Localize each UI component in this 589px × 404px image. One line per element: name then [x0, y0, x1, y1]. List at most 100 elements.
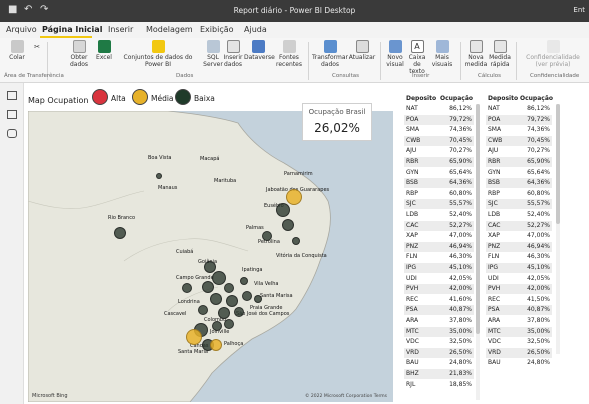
- table-row[interactable]: RBR 65,90%: [486, 157, 552, 167]
- sql-server-button[interactable]: SQL Server: [202, 40, 224, 68]
- refresh-button[interactable]: Atualizar: [348, 40, 376, 61]
- table-row[interactable]: PNZ 46,94%: [486, 241, 552, 252]
- bubble-baixa[interactable]: [282, 219, 294, 231]
- bubble-media[interactable]: [210, 339, 222, 351]
- table-row[interactable]: BAU 24,80%: [486, 358, 552, 368]
- bubble-baixa[interactable]: [212, 271, 226, 285]
- tab-inserir[interactable]: Inserir: [108, 25, 134, 34]
- map-visual[interactable]: Boa Vista Macapá Manaus Marituba Parnami…: [28, 111, 393, 402]
- data-view-icon[interactable]: [7, 110, 17, 119]
- table-row[interactable]: BSB 64,36%: [404, 178, 474, 189]
- table-row[interactable]: MTC 35,00%: [486, 326, 552, 337]
- get-data-button[interactable]: Obter dados: [66, 40, 92, 68]
- table-row[interactable]: NAT 86,12%: [404, 104, 474, 114]
- bubble-baixa[interactable]: [182, 283, 192, 293]
- table-row[interactable]: GYN 65,64%: [404, 168, 474, 178]
- tab-pagina-inicial[interactable]: Página Inicial: [42, 25, 103, 34]
- table-row[interactable]: UDI 42,05%: [404, 274, 474, 284]
- bubble-baixa[interactable]: [254, 295, 262, 303]
- bubble-baixa[interactable]: [224, 283, 234, 293]
- table-row[interactable]: BHZ 21,83%: [404, 369, 474, 379]
- table-1-scroll-thumb[interactable]: [476, 104, 480, 334]
- table-row[interactable]: RBP 60,80%: [486, 189, 552, 199]
- table-row[interactable]: SJC 55,57%: [486, 199, 552, 210]
- new-measure-button[interactable]: Nova medida: [464, 40, 488, 68]
- bubble-baixa[interactable]: [156, 173, 162, 179]
- table-row[interactable]: PVH 42,00%: [404, 284, 474, 295]
- table-row[interactable]: IPG 45,10%: [486, 263, 552, 273]
- recent-sources-button[interactable]: Fontes recentes: [274, 40, 304, 68]
- table-row[interactable]: PSA 40,87%: [404, 305, 474, 316]
- table-row[interactable]: VDC 32,50%: [404, 337, 474, 347]
- bubble-baixa[interactable]: [226, 295, 238, 307]
- table-row[interactable]: CAC 52,27%: [486, 220, 552, 231]
- bubble-media[interactable]: [286, 189, 302, 205]
- table-row[interactable]: VDC 32,50%: [486, 337, 552, 347]
- table-row[interactable]: NAT 86,12%: [486, 104, 552, 114]
- cut-button[interactable]: ✂: [32, 44, 42, 51]
- table-row[interactable]: PSA 40,87%: [486, 305, 552, 316]
- powerbi-datasets-button[interactable]: Conjuntos de dados do Power BI: [116, 40, 200, 68]
- table-row[interactable]: RBP 60,80%: [404, 189, 474, 199]
- table-row[interactable]: AJU 70,27%: [486, 146, 552, 156]
- table-row[interactable]: AJU 70,27%: [404, 146, 474, 156]
- bubble-baixa[interactable]: [276, 203, 290, 217]
- paste-button[interactable]: Colar: [6, 40, 28, 61]
- transform-data-button[interactable]: Transformar dados: [312, 40, 348, 68]
- bubble-baixa[interactable]: [204, 261, 216, 273]
- table-2-scroll-thumb[interactable]: [556, 104, 560, 224]
- tab-ajuda[interactable]: Ajuda: [244, 25, 267, 34]
- table-row[interactable]: RBR 65,90%: [404, 157, 474, 167]
- enter-data-button[interactable]: Inserir dados: [222, 40, 244, 68]
- bubble-baixa[interactable]: [242, 291, 252, 301]
- bubble-baixa[interactable]: [114, 227, 126, 239]
- bubble-baixa[interactable]: [240, 277, 248, 285]
- bubble-baixa[interactable]: [198, 305, 208, 315]
- table-row[interactable]: REC 41,60%: [404, 295, 474, 305]
- table-row[interactable]: MTC 35,00%: [404, 326, 474, 337]
- table-row[interactable]: CWB 70,45%: [404, 135, 474, 146]
- table-row[interactable]: FLN 46,30%: [486, 252, 552, 262]
- table-row[interactable]: RJL 18,85%: [404, 380, 474, 390]
- table-row[interactable]: POA 79,72%: [404, 114, 474, 125]
- column-header-deposito[interactable]: Deposito: [488, 95, 519, 102]
- bubble-baixa[interactable]: [234, 307, 244, 317]
- table-row[interactable]: GYN 65,64%: [486, 168, 552, 178]
- table-row[interactable]: SMA 74,36%: [486, 125, 552, 135]
- bubble-media[interactable]: [186, 329, 202, 345]
- table-2-scrollbar[interactable]: [556, 104, 560, 354]
- bubble-baixa[interactable]: [292, 237, 300, 245]
- excel-button[interactable]: Excel: [94, 40, 114, 61]
- table-row[interactable]: VRD 26,50%: [486, 347, 552, 358]
- table-row[interactable]: LDB 52,40%: [404, 210, 474, 220]
- new-visual-button[interactable]: Novo visual: [384, 40, 406, 68]
- tab-modelagem[interactable]: Modelagem: [146, 25, 193, 34]
- bubble-baixa[interactable]: [202, 281, 214, 293]
- map-copyright[interactable]: © 2022 Microsoft Corporation Terms: [305, 394, 387, 399]
- table-row[interactable]: FLN 46,30%: [404, 252, 474, 262]
- bubble-baixa[interactable]: [212, 321, 222, 331]
- user-name[interactable]: Ent: [573, 6, 585, 14]
- table-row[interactable]: SJC 55,57%: [404, 199, 474, 210]
- redo-icon[interactable]: ↷: [40, 4, 49, 15]
- bubble-baixa[interactable]: [210, 293, 222, 305]
- table-row[interactable]: VRD 26,50%: [404, 347, 474, 358]
- more-visuals-button[interactable]: Mais visuais: [430, 40, 454, 68]
- table-row[interactable]: BAU 24,80%: [404, 358, 474, 368]
- quick-measure-button[interactable]: Medida rápida: [488, 40, 512, 68]
- dataverse-button[interactable]: Dataverse: [244, 40, 275, 61]
- table-row[interactable]: XAP 47,00%: [486, 231, 552, 241]
- sensitivity-button[interactable]: Confidencialidade (ver prévia): [520, 40, 586, 68]
- table-row[interactable]: POA 79,72%: [486, 114, 552, 125]
- table-row[interactable]: REC 41,50%: [486, 295, 552, 305]
- table-row[interactable]: ARA 37,80%: [486, 316, 552, 326]
- tab-arquivo[interactable]: Arquivo: [6, 25, 37, 34]
- bubble-baixa[interactable]: [262, 231, 272, 241]
- table-row[interactable]: UDI 42,05%: [486, 274, 552, 284]
- table-row[interactable]: IPG 45,10%: [404, 263, 474, 273]
- report-view-icon[interactable]: [7, 91, 17, 100]
- table-row[interactable]: BSB 64,36%: [486, 178, 552, 189]
- column-header-ocupacao[interactable]: Ocupação: [440, 95, 473, 102]
- table-row[interactable]: CAC 52,27%: [404, 220, 474, 231]
- table-row[interactable]: CWB 70,45%: [486, 135, 552, 146]
